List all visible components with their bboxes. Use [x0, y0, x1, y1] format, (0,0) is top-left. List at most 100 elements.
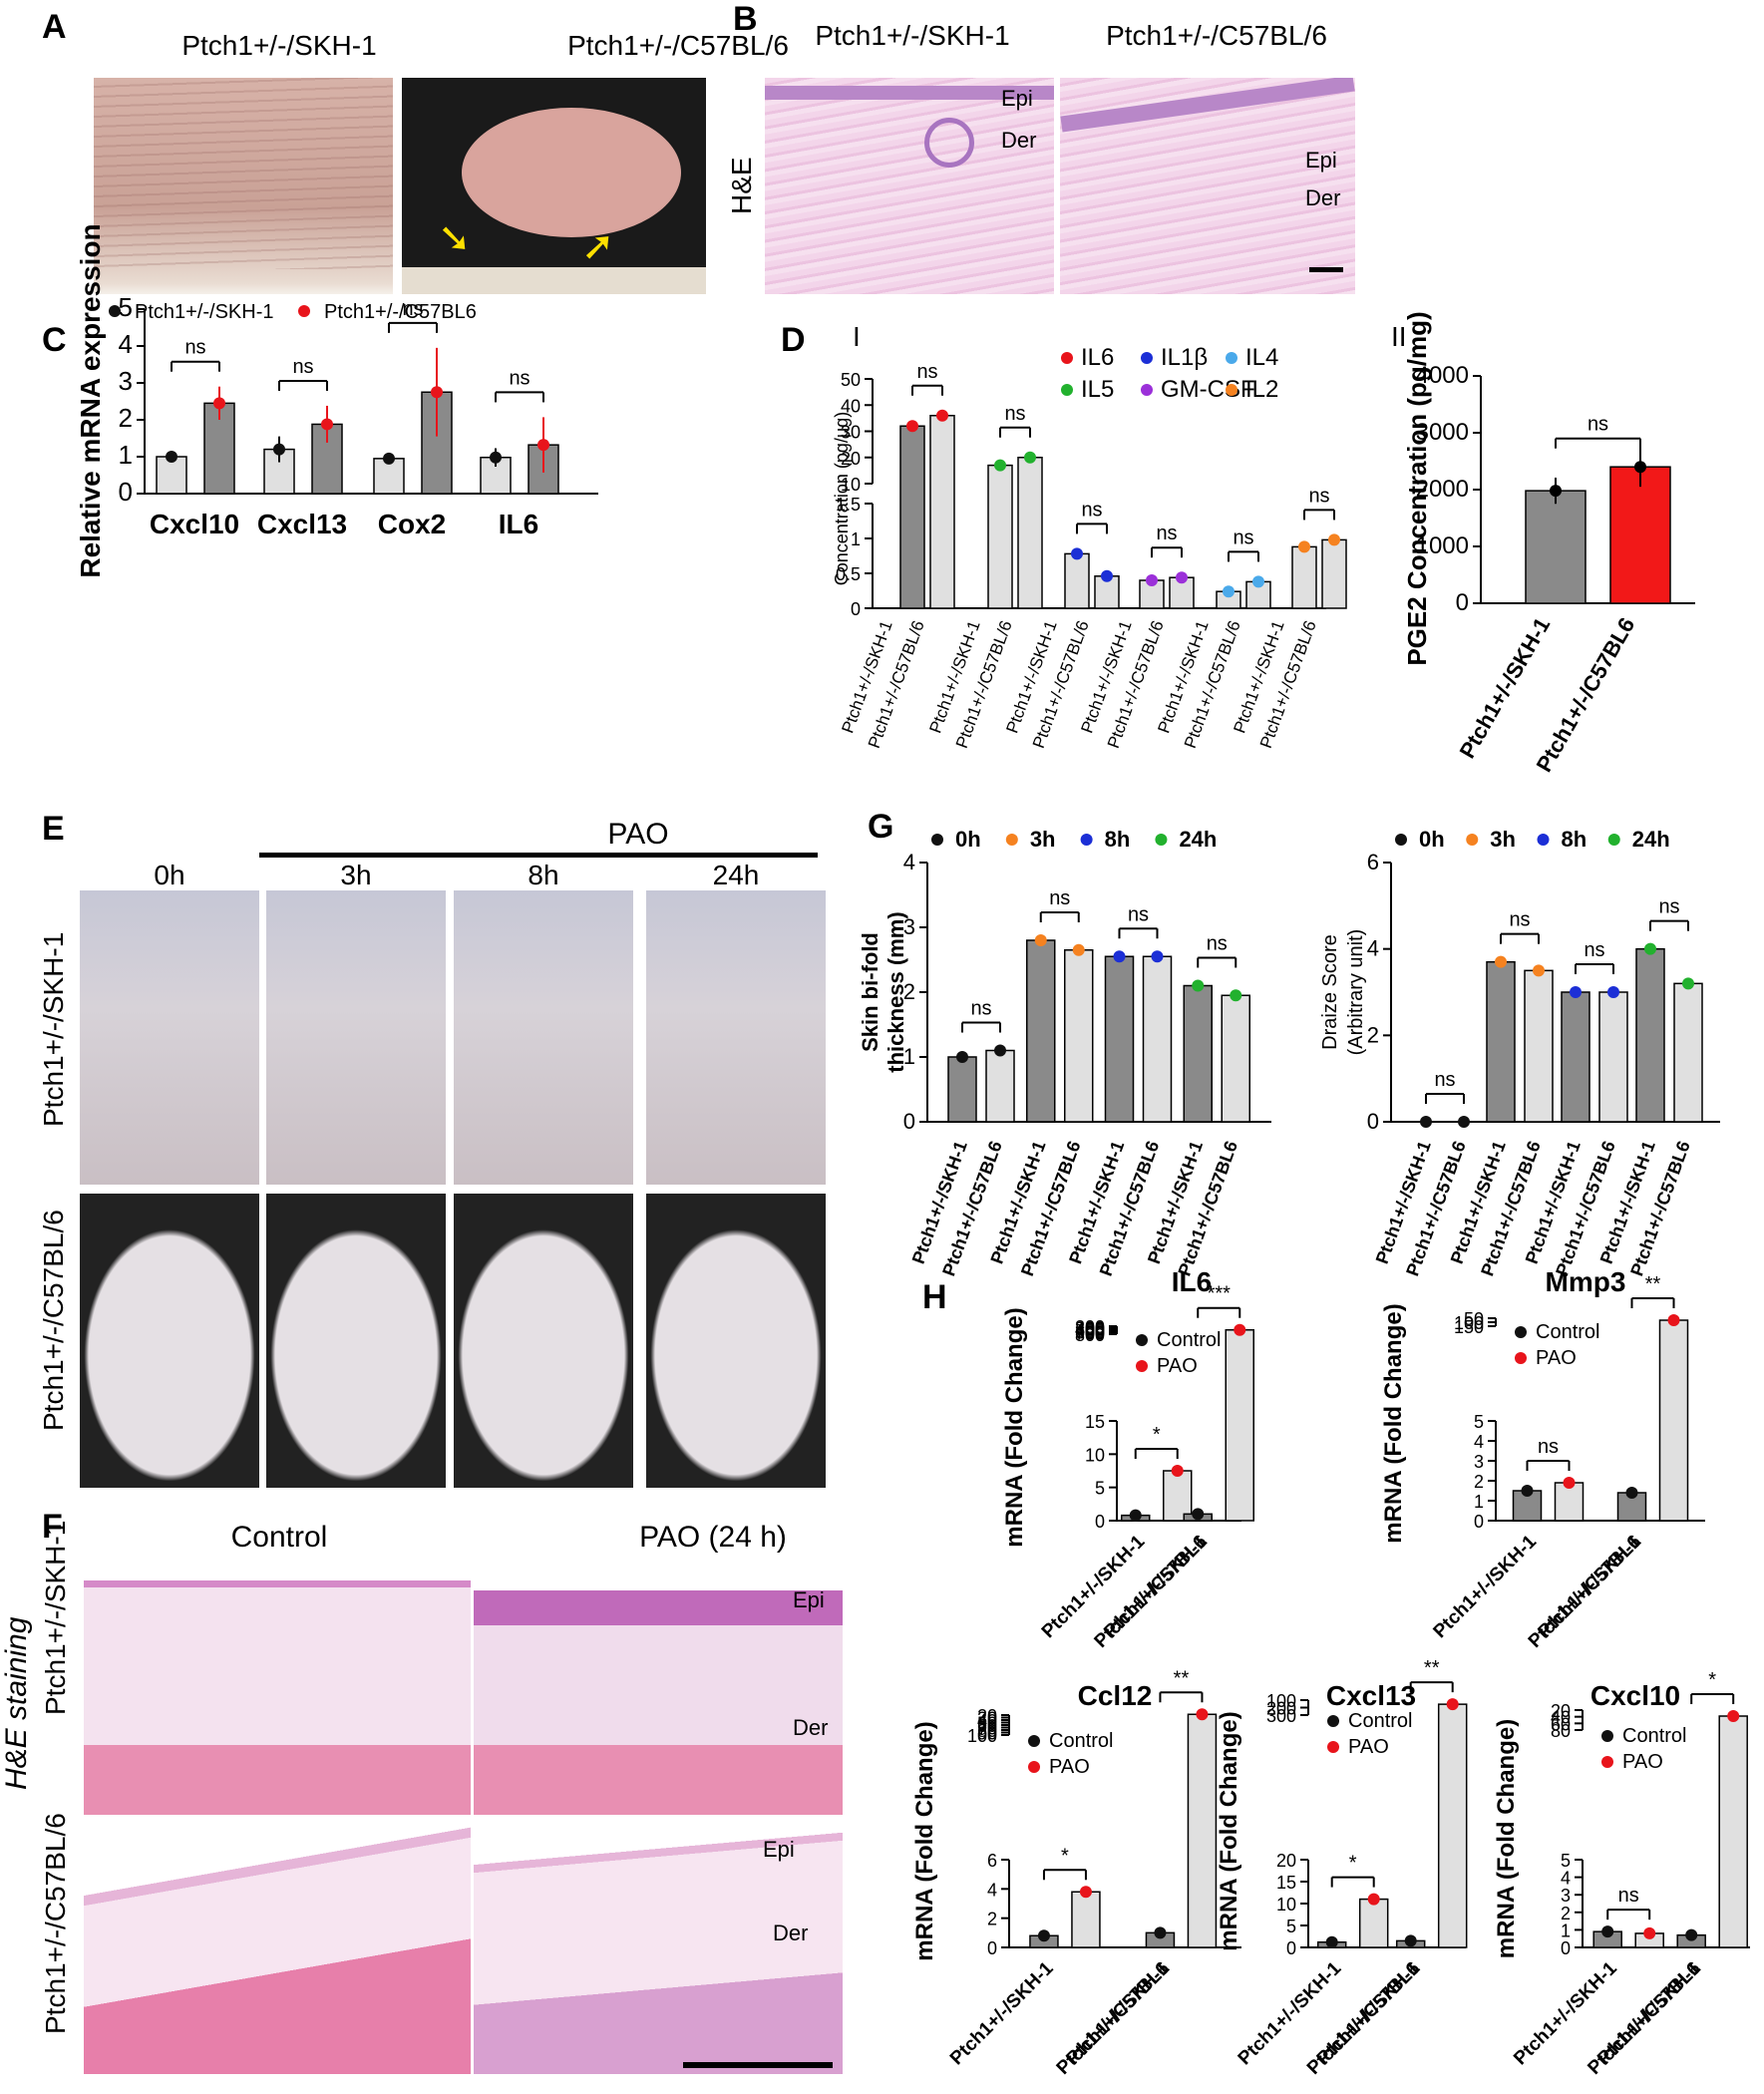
h-cxcl10-legend-dot [1601, 1756, 1613, 1768]
h-cxcl10-legend-label: Control [1622, 1725, 1686, 1747]
g2-ylabel: (Arbitrary unit) [1345, 929, 1367, 1056]
h-cxcl10-y-bottom-tick-label: 4 [1561, 1869, 1571, 1889]
c-y-axis-tick-label: 1 [119, 440, 133, 470]
d1-sig-text: ns [1156, 523, 1177, 544]
h-cxcl13-point [1325, 1935, 1338, 1948]
g1-y-tick-label: 0 [903, 1109, 915, 1134]
col-label-pao: PAO (24 h) [639, 1521, 787, 1554]
panel-d-sub2: II [1391, 321, 1407, 352]
h-mmp3-y-top-tick-label: 50 [1464, 1309, 1484, 1329]
h-mmp3-point [1625, 1487, 1638, 1499]
h-il6-title: IL6 [1172, 1266, 1212, 1297]
g2-bar [1598, 991, 1628, 1123]
h-cxcl13-point [1404, 1934, 1417, 1947]
g2-y-tick-label: 6 [1367, 850, 1379, 874]
g1-point [1113, 950, 1126, 963]
g2-bar [1561, 991, 1590, 1123]
h-ccl12-legend-dot [1028, 1735, 1040, 1747]
h-mmp3-y-bottom-tick-label: 0 [1474, 1512, 1484, 1532]
h-ccl12-legend-dot [1028, 1761, 1040, 1773]
d1-legend-dot [1061, 384, 1073, 396]
h-il6-y-bottom-tick-label: 15 [1085, 1412, 1105, 1432]
h-il6-y-top-tick-label: 200 [1075, 1317, 1105, 1337]
g2-legend-dot [1537, 834, 1550, 846]
h-cxcl10-sig-text: * [1708, 1669, 1716, 1691]
h-mmp3-y-top-tick-label: 150 [1454, 1317, 1484, 1337]
c-sig-text: ns [184, 337, 205, 359]
h-cxcl13-y-bottom-tick-label: 5 [1286, 1917, 1296, 1936]
d1-bar [1017, 457, 1043, 609]
h-ccl12-y-bottom-tick-label: 6 [987, 1851, 997, 1871]
he-staining-label: H&E staining [0, 1616, 33, 1790]
d2-y-axis-tick-label: 4000 [1416, 362, 1469, 389]
c-point-c57 [537, 439, 549, 452]
h-ccl12-y-top-tick-label: 50 [977, 1714, 997, 1734]
g2-y-tick-label: 2 [1367, 1022, 1379, 1047]
g1-point [1072, 943, 1085, 956]
h-ccl12-y-top-tick-label: 30 [977, 1709, 997, 1729]
h-il6-y-top-tick-label: 400 [1075, 1320, 1105, 1340]
photo-c57-skin: ➘ ➚ [402, 78, 706, 294]
d2-sig-text: ns [1588, 414, 1608, 436]
h-ccl12-point [1079, 1886, 1092, 1899]
d1-point [906, 420, 918, 433]
c-point-c57 [431, 386, 443, 399]
c-legend-dot-skh [109, 305, 121, 317]
d1-sig-text: ns [1004, 403, 1025, 425]
g1-legend-label: 0h [955, 827, 981, 852]
h-il6-y-top-tick-label: 700 [1075, 1324, 1105, 1344]
h-il6-y-top-tick-label: 800 [1075, 1325, 1105, 1345]
h-il6-bar [1163, 1470, 1193, 1522]
h-ccl12-point [1037, 1929, 1050, 1942]
photo-c57-mouse [454, 1194, 633, 1488]
epi-label: Epi [1001, 86, 1033, 111]
h-cxcl10-point [1601, 1925, 1614, 1938]
h-ccl12-legend-label: Control [1049, 1730, 1113, 1752]
c-point-skh [490, 451, 502, 464]
h-cxcl13-y-bottom-tick-label: 15 [1276, 1873, 1296, 1893]
h-mmp3-legend-dot [1515, 1352, 1527, 1364]
epi-label: Epi [1305, 148, 1337, 173]
panel-d-sub1: I [853, 321, 861, 352]
c-sig-text: ns [509, 367, 529, 389]
g1-point [956, 1051, 968, 1063]
panel-label-d: D [781, 321, 806, 359]
h-ccl12-y-bottom-tick-label: 0 [987, 1938, 997, 1958]
d1-point [1223, 585, 1235, 598]
g2-bar [1635, 947, 1665, 1123]
h-cxcl10-legend-dot [1601, 1730, 1613, 1742]
scale-bar [683, 2062, 833, 2068]
col-label-control: Control [230, 1521, 328, 1554]
h-cxcl10-point [1685, 1928, 1698, 1941]
d1-y-bottom-tick-label: 0 [851, 599, 861, 619]
h-cxcl10-y-top-tick-label: 60 [1551, 1714, 1571, 1734]
g1-point [1192, 979, 1205, 992]
c-y-axis-tick-label: 2 [119, 403, 133, 433]
h-ccl12-point [1154, 1926, 1167, 1939]
g2-legend-label: 8h [1562, 827, 1588, 852]
panel-a-title-c57: Ptch1+/-/C57BL/6 [567, 30, 789, 61]
h-il6-y-bottom-tick-label: 0 [1095, 1512, 1105, 1532]
h-il6-y-top-tick-label: 500 [1075, 1321, 1105, 1341]
g2-legend-dot [1395, 834, 1407, 846]
h-ccl12-x-label: Ptch1+/-/C57BL6 [1053, 1958, 1174, 2079]
g1-point [1151, 950, 1164, 963]
h-mmp3-sig-text: ** [1645, 1273, 1661, 1295]
g2-ylabel: Draize Score [1319, 934, 1341, 1050]
d1-legend-dot [1141, 352, 1153, 364]
epi-label: Epi [763, 1837, 795, 1862]
panel-label-a: A [42, 8, 67, 46]
d1-bar [1064, 552, 1090, 609]
photo-c57-mouse [266, 1194, 446, 1488]
d1-bar [899, 425, 925, 609]
h-cxcl13-y-top-tick-label: 100 [1266, 1691, 1296, 1711]
h-cxcl13-y-top-tick-label: 300 [1266, 1706, 1296, 1726]
h-il6-point [1234, 1323, 1246, 1336]
h-mmp3-y-bottom-tick-label: 2 [1474, 1472, 1484, 1492]
g2-y-tick-label: 4 [1367, 936, 1379, 961]
h-cxcl10-y-bottom-tick-label: 2 [1561, 1904, 1571, 1923]
h-il6-point [1192, 1508, 1205, 1521]
d1-point [1298, 540, 1310, 553]
g2-point [1495, 955, 1507, 968]
g2-point [1682, 977, 1694, 990]
